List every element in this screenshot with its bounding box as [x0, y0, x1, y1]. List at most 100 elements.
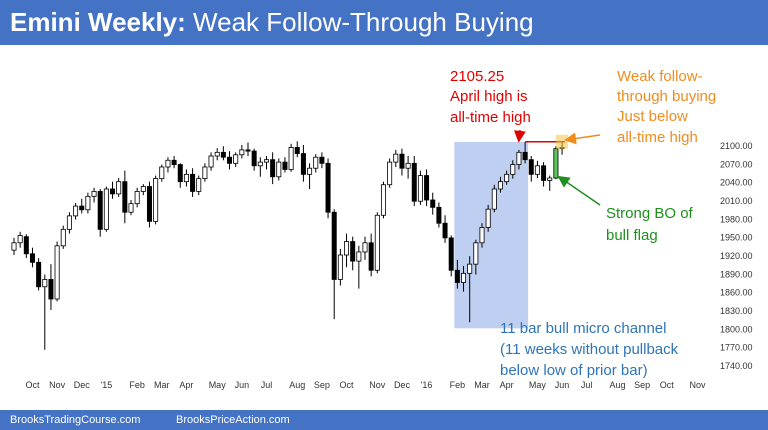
candle: [387, 158, 393, 188]
candle: [97, 189, 103, 237]
x-tick-label: May: [529, 380, 547, 390]
candle: [165, 157, 171, 173]
candle: [337, 248, 343, 286]
candle: [85, 192, 91, 214]
candle: [350, 236, 356, 271]
candle: [405, 156, 411, 179]
candle: [313, 154, 319, 173]
footer-bar: BrooksTradingCourse.com BrooksPriceActio…: [0, 410, 768, 430]
candle: [91, 187, 97, 203]
y-tick-label: 1980.00: [720, 214, 753, 224]
x-tick-label: Sep: [634, 380, 650, 390]
candle: [54, 241, 60, 302]
candle: [534, 160, 540, 178]
candle: [541, 162, 547, 187]
candle: [134, 187, 140, 208]
candle: [436, 202, 442, 228]
y-tick-label: 2070.00: [720, 159, 753, 169]
candle: [528, 156, 534, 182]
candle: [331, 209, 337, 320]
footer-left-link[interactable]: BrooksTradingCourse.com: [10, 414, 141, 426]
candle: [448, 235, 454, 277]
candle: [307, 163, 313, 189]
title-bar: Emini Weekly: Weak Follow-Through Buying: [0, 0, 768, 45]
candle: [128, 200, 134, 216]
candle: [417, 170, 423, 205]
annotation-high-line1: April high is: [450, 88, 528, 105]
x-tick-label: Mar: [474, 380, 490, 390]
candle: [11, 237, 17, 255]
x-tick-label: Aug: [609, 380, 625, 390]
candle: [516, 149, 522, 170]
candle: [103, 186, 109, 232]
arrow-to-breakout: [557, 175, 601, 206]
candle: [270, 152, 276, 185]
candle: [79, 198, 85, 214]
x-tick-label: Nov: [690, 380, 707, 390]
candle: [196, 175, 202, 196]
candle: [300, 145, 306, 182]
candle: [325, 158, 331, 219]
x-tick-label: Oct: [340, 380, 355, 390]
y-tick-label: 1920.00: [720, 251, 753, 261]
annotation-weak-line1: Weak follow-: [617, 68, 703, 85]
candle: [454, 259, 460, 289]
candle: [190, 168, 196, 197]
x-tick-label: Feb: [450, 380, 466, 390]
x-tick-label: Jul: [581, 380, 593, 390]
candle: [288, 143, 294, 172]
candle: [393, 149, 399, 167]
candle: [522, 141, 528, 164]
candle: [29, 247, 35, 268]
candle: [411, 156, 417, 207]
candle: [461, 266, 467, 292]
annotation-channel-line1: 11 bar bull micro channel: [500, 320, 666, 337]
arrow-to-weak-bar: [564, 132, 601, 145]
candle: [42, 274, 48, 350]
candle: [442, 215, 448, 243]
micro-channel-region: [454, 141, 529, 329]
candle: [177, 163, 183, 188]
title-rest: Weak Follow-Through Buying: [193, 7, 534, 37]
candle: [159, 164, 165, 182]
footer-right-link[interactable]: BrooksPriceAction.com: [176, 414, 290, 426]
candle: [547, 175, 553, 191]
candle: [227, 151, 233, 170]
x-tick-label: Oct: [25, 380, 40, 390]
candle: [374, 212, 380, 274]
candle: [473, 239, 479, 275]
x-tick-label: Aug: [289, 380, 305, 390]
candle: [344, 233, 350, 268]
annotation-channel-line2: (11 weeks without pullback: [500, 341, 679, 358]
x-tick-label: '16: [421, 380, 433, 390]
candle: [356, 245, 362, 289]
candle: [319, 152, 325, 169]
arrow-to-high: [513, 129, 526, 143]
y-tick-label: 1890.00: [720, 269, 753, 279]
y-tick-label: 2040.00: [720, 178, 753, 188]
y-tick-label: 1740.00: [720, 361, 753, 371]
y-tick-label: 1950.00: [720, 233, 753, 243]
candle: [140, 184, 146, 196]
candle: [153, 175, 159, 225]
candle: [122, 170, 128, 224]
y-tick-label: 1860.00: [720, 288, 753, 298]
candle: [467, 256, 473, 323]
weak-bar-highlight: [556, 134, 569, 149]
candle: [362, 236, 368, 260]
candle: [73, 203, 79, 220]
candle: [116, 178, 122, 197]
candle: [368, 233, 374, 277]
y-tick-label: 2010.00: [720, 196, 753, 206]
annotation-high-line2: all-time high: [450, 109, 531, 126]
candle: [282, 157, 288, 173]
candle: [220, 146, 226, 161]
title-bold: Emini Weekly:: [10, 7, 186, 37]
candle: [257, 157, 263, 177]
x-tick-label: Jun: [555, 380, 570, 390]
candle: [208, 152, 214, 171]
candle: [294, 141, 300, 158]
candle: [553, 146, 559, 180]
x-tick-label: May: [209, 380, 227, 390]
annotation-channel-line3: below low of prior bar): [500, 362, 648, 379]
